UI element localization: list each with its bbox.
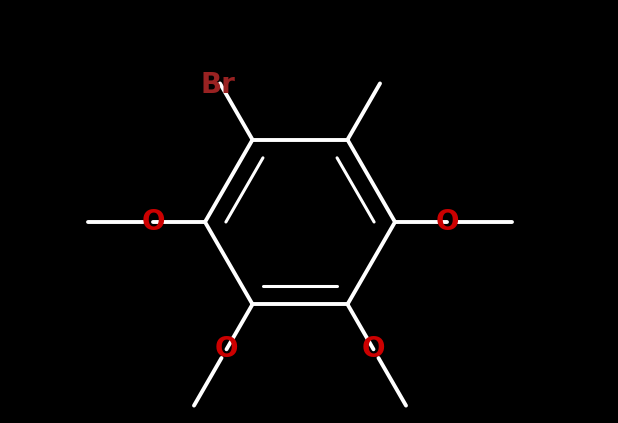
Text: O: O (142, 208, 165, 236)
Text: O: O (362, 335, 385, 363)
Text: Br: Br (201, 71, 235, 99)
Text: O: O (214, 335, 239, 363)
Text: O: O (435, 208, 459, 236)
